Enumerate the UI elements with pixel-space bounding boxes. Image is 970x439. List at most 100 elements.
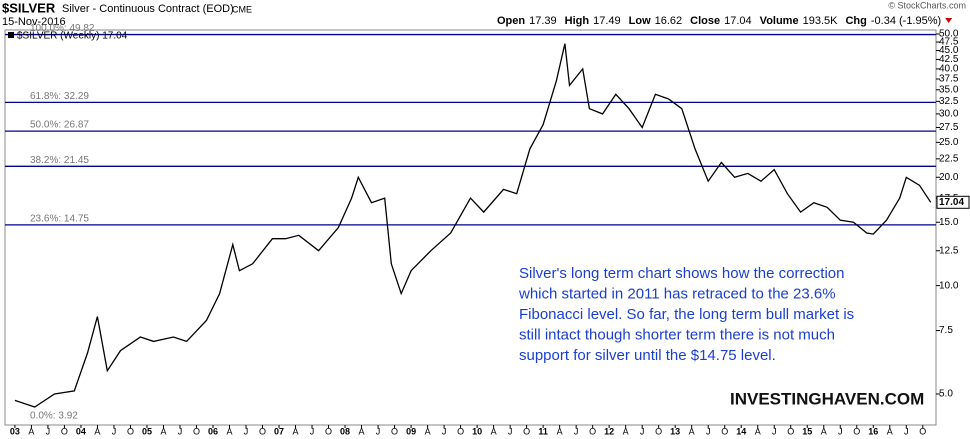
y-tick-label: 35.0 (939, 84, 959, 95)
y-tick-label: 12.5 (939, 245, 959, 256)
fib-label: 0.0%: 3.92 (30, 411, 78, 422)
x-tick-label: J (772, 426, 777, 436)
stat-label: Open (497, 15, 525, 27)
legend-swatch (8, 32, 14, 38)
x-tick-label: O (259, 426, 266, 436)
stat-value: -0.34 (-1.95%) (871, 15, 941, 27)
change-arrow (945, 18, 953, 23)
x-tick-label: A (28, 426, 34, 436)
stat-value: 16.62 (655, 15, 683, 27)
x-tick-label: J (904, 426, 909, 436)
x-tick-label: J (112, 426, 117, 436)
y-tick-label: 30.0 (939, 109, 959, 120)
y-tick-label: 37.5 (939, 74, 959, 85)
x-tick-label: 08 (340, 426, 350, 436)
x-tick-label: J (574, 426, 579, 436)
plot: 50.047.545.042.540.037.535.032.5 30.0 27.5… (5, 23, 970, 436)
stats: Open 17.39 High 17.49 Low 16.62 Close 17.04 Volu… (497, 15, 953, 27)
price-line (14, 43, 932, 408)
x-tick-label: J (310, 426, 315, 436)
x-tick-label: O (589, 426, 596, 436)
x-tick-label: 06 (208, 426, 218, 436)
x-tick-label: O (391, 426, 398, 436)
y-tick-label: 40.0 (939, 64, 959, 75)
chart-title: Silver - Continuous Contract (EOD) (62, 3, 234, 15)
symbol: $SILVER (2, 0, 56, 15)
x-tick-label: J (46, 426, 51, 436)
x-tick-label: J (244, 426, 249, 436)
fib-label: 50.0%: 26.87 (30, 120, 89, 131)
x-tick-label: 07 (274, 426, 284, 436)
y-tick-label: 45.0 (939, 45, 959, 56)
x-tick-label: A (491, 426, 497, 436)
x-tick-label: 12 (604, 426, 614, 436)
y-tick-label: 15.0 (939, 217, 959, 228)
annotation-line: support for silver until the $14.75 leve… (519, 347, 776, 364)
y-tick-label: 20.0 (939, 172, 959, 183)
legend-label: $SILVER (Weekly) 17.04 (17, 31, 128, 42)
x-tick-label: A (887, 426, 893, 436)
fib-label: 23.6%: 14.75 (30, 213, 89, 224)
x-tick-label: A (226, 426, 232, 436)
stat-label: Chg (845, 15, 866, 27)
x-tick-label: 16 (868, 426, 878, 436)
x-tick-label: O (127, 426, 134, 436)
stat-label: Volume (760, 15, 799, 27)
x-tick-label: J (838, 426, 843, 436)
x-tick-label: 15 (802, 426, 812, 436)
copyright: © StockCharts.com (888, 0, 966, 10)
stat-value: 17.39 (529, 15, 557, 27)
x-tick-label: J (376, 426, 381, 436)
y-tick-label: 50.0 (939, 29, 959, 40)
annotation-line: which started in 2011 has retraced to th… (518, 285, 836, 302)
x-tick-label: O (919, 426, 926, 436)
x-tick-label: A (160, 426, 166, 436)
fib-label: 61.8%: 32.29 (30, 91, 89, 102)
x-tick-label: A (821, 426, 827, 436)
x-tick-label: A (94, 426, 100, 436)
x-tick-label: O (193, 426, 200, 436)
y-tick-label: 42.5 (939, 54, 959, 65)
stat-value: 193.5K (803, 15, 839, 27)
y-tick-label: 27.5 (939, 122, 959, 133)
x-tick-label: A (623, 426, 629, 436)
x-tick-label: 05 (142, 426, 152, 436)
stat-value: 17.49 (593, 15, 621, 27)
price-tag: 17.04 (939, 197, 964, 208)
x-tick-label: 13 (670, 426, 680, 436)
y-tick-label: 10.0 (939, 280, 959, 291)
x-tick-label: O (721, 426, 728, 436)
fib-label: 38.2%: 21.45 (30, 155, 89, 166)
x-tick-label: 10 (472, 426, 482, 436)
y-tick-label: 32.5 (939, 96, 959, 107)
x-tick-label: J (508, 426, 513, 436)
x-tick-label: O (325, 426, 332, 436)
exchange: CME (232, 4, 252, 14)
x-tick-label: J (640, 426, 645, 436)
x-tick-label: 04 (76, 426, 86, 436)
date: 15-Nov-2016 (2, 16, 66, 28)
x-tick-label: A (689, 426, 695, 436)
x-tick-label: 09 (406, 426, 416, 436)
y-tick-label: 7.5 (939, 325, 953, 336)
x-tick-label: A (557, 426, 563, 436)
y-tick-label: 5.0 (939, 389, 953, 400)
x-tick-label: A (293, 426, 299, 436)
stat-label: Low (629, 15, 651, 27)
fib-label: 100.0%: 49.82 (30, 23, 95, 34)
y-tick-label: 22.5 (939, 153, 959, 164)
stat-label: Close (690, 15, 720, 27)
x-tick-label: O (523, 426, 530, 436)
y-tick-label: 47.5 (939, 37, 959, 48)
stat-label: High (565, 15, 590, 27)
annotation: Silver's long term chart shows how the c… (518, 265, 854, 364)
watermark: INVESTINGHAVEN.COM (730, 389, 924, 408)
y-tick-label: 25.0 (939, 137, 959, 148)
x-tick-label: O (61, 426, 68, 436)
x-tick-label: 03 (10, 426, 20, 436)
x-tick-label: J (442, 426, 447, 436)
x-tick-label: O (787, 426, 794, 436)
x-tick-label: 14 (736, 426, 746, 436)
annotation-line: Silver's long term chart shows how the c… (519, 265, 845, 282)
